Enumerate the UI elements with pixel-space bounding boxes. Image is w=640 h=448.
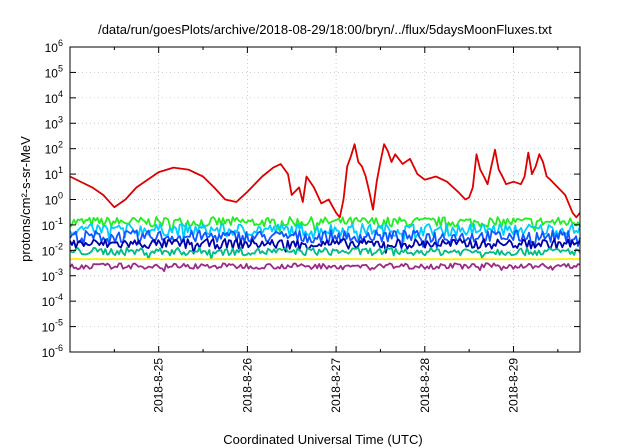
y-tick-label: 105 — [45, 63, 63, 80]
x-tick-label: 2018-8-27 — [329, 358, 343, 413]
grid-lines — [70, 47, 580, 352]
y-tick-label: 102 — [45, 140, 63, 157]
y-tick-label: 10-2 — [42, 241, 63, 258]
y-tick-label: 106 — [45, 38, 63, 55]
y-tick-label: 101 — [45, 165, 63, 182]
series-line — [69, 262, 581, 273]
chart-title: /data/run/goesPlots/archive/2018-08-29/1… — [98, 22, 552, 37]
series-line — [70, 258, 581, 261]
x-tick-label: 2018-8-28 — [418, 358, 432, 413]
series-line — [69, 238, 581, 255]
x-tick-label: 2018-8-26 — [240, 358, 254, 413]
y-tick-label: 10-3 — [42, 267, 63, 284]
y-axis-label: protons/cm²-s-sr-MeV — [18, 136, 33, 262]
x-tick-label: 2018-8-29 — [506, 358, 520, 413]
series-line — [69, 216, 581, 234]
y-tick-label: 10-6 — [42, 343, 63, 360]
y-tick-label: 10-5 — [42, 318, 63, 335]
y-tick-label: 10-1 — [42, 216, 63, 233]
x-axis-label: Coordinated Universal Time (UTC) — [223, 432, 422, 447]
x-tick-label: 2018-8-25 — [152, 358, 166, 413]
series-line — [69, 246, 581, 261]
series-line — [69, 143, 581, 219]
y-tick-label: 10-4 — [42, 292, 63, 309]
y-tick-label: 103 — [45, 114, 63, 131]
x-axis: 2018-8-25 2018-8-26 2018-8-27 2018-8-28 2018… — [113, 47, 559, 413]
y-tick-label: 104 — [45, 89, 63, 106]
y-axis: 10-6 10-5 10-4 10-3 10-2 10-1 100 101 102 103 104 1… — [42, 38, 580, 360]
y-tick-label: 100 — [45, 191, 63, 208]
